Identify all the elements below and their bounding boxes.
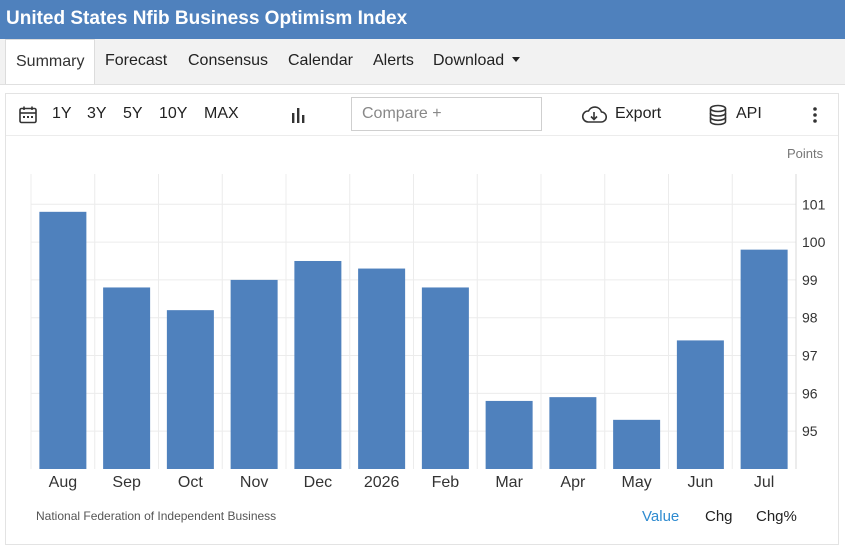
tab-download[interactable]: Download: [433, 39, 521, 84]
y-tick-label: 95: [802, 423, 818, 439]
value-toggle[interactable]: Value: [642, 508, 680, 525]
range-5y[interactable]: 5Y: [123, 105, 143, 122]
x-tick-label: Sep: [112, 474, 141, 491]
y-tick-label: 100: [802, 234, 826, 250]
calendar-icon[interactable]: [18, 105, 38, 130]
tab-bar: Summary Forecast Consensus Calendar Aler…: [0, 39, 845, 85]
bar-aug: [39, 211, 87, 470]
x-tick-label: Aug: [49, 474, 77, 491]
title-bar: United States Nfib Business Optimism Ind…: [0, 0, 845, 39]
bar-chart-icon[interactable]: [289, 105, 307, 130]
range-1y[interactable]: 1Y: [52, 105, 72, 122]
x-tick-label: Oct: [178, 474, 203, 491]
chg-toggle[interactable]: Chg: [705, 508, 733, 525]
export-button[interactable]: Export: [615, 105, 662, 122]
y-tick-label: 98: [802, 310, 818, 326]
bar-jun: [676, 340, 724, 469]
tab-forecast[interactable]: Forecast: [105, 52, 168, 69]
units-label: Points: [787, 146, 824, 161]
bar-oct: [166, 310, 214, 469]
x-tick-label: Jul: [754, 474, 774, 491]
range-3y[interactable]: 3Y: [87, 105, 107, 122]
x-tick-label: 2026: [364, 474, 400, 491]
bar-sep: [103, 287, 151, 469]
range-max[interactable]: MAX: [204, 105, 239, 122]
tab-alerts[interactable]: Alerts: [373, 52, 414, 69]
bar-feb: [421, 287, 469, 469]
tab-download-label: Download: [433, 52, 505, 69]
bar-2026: [358, 268, 406, 469]
chgpct-toggle[interactable]: Chg%: [756, 508, 797, 525]
x-tick-label: Feb: [432, 474, 460, 491]
tab-consensus[interactable]: Consensus: [188, 52, 269, 69]
y-tick-label: 101: [802, 196, 826, 212]
source-label: National Federation of Independent Busin…: [36, 509, 277, 523]
bar-chart: Aug Sep Oct Nov Dec 2026 Feb Mar Apr May Jun Jul 95 9…: [30, 174, 826, 491]
api-button[interactable]: API: [736, 105, 762, 122]
chart-toolbar: 1Y 3Y 5Y 10Y MAX Export: [6, 94, 838, 136]
y-tick-label: 97: [802, 348, 818, 364]
bar-dec: [294, 260, 342, 469]
chart-panel: 1Y 3Y 5Y 10Y MAX Export: [5, 93, 839, 545]
range-10y[interactable]: 10Y: [159, 105, 188, 122]
cloud-download-icon[interactable]: [581, 104, 608, 131]
x-tick-label: Nov: [240, 474, 268, 491]
database-icon[interactable]: [708, 104, 728, 131]
y-tick-label: 96: [802, 385, 818, 401]
x-tick-label: May: [622, 474, 652, 491]
page-title: United States Nfib Business Optimism Ind…: [6, 8, 408, 29]
bar-nov: [230, 279, 278, 469]
tab-summary[interactable]: Summary: [5, 39, 96, 84]
x-tick-label: Mar: [495, 474, 523, 491]
bar-apr: [549, 397, 597, 469]
x-tick-label: Dec: [304, 474, 332, 491]
chevron-down-icon: [512, 57, 521, 63]
bar-mar: [485, 400, 533, 469]
x-tick-label: Jun: [687, 474, 713, 491]
tab-calendar[interactable]: Calendar: [288, 52, 353, 69]
compare-input[interactable]: [351, 97, 542, 131]
x-tick-label: Apr: [560, 474, 586, 491]
bar-jul: [740, 249, 788, 469]
bar-may: [613, 419, 661, 469]
more-vertical-icon[interactable]: [812, 106, 818, 129]
y-tick-label: 99: [802, 272, 818, 288]
